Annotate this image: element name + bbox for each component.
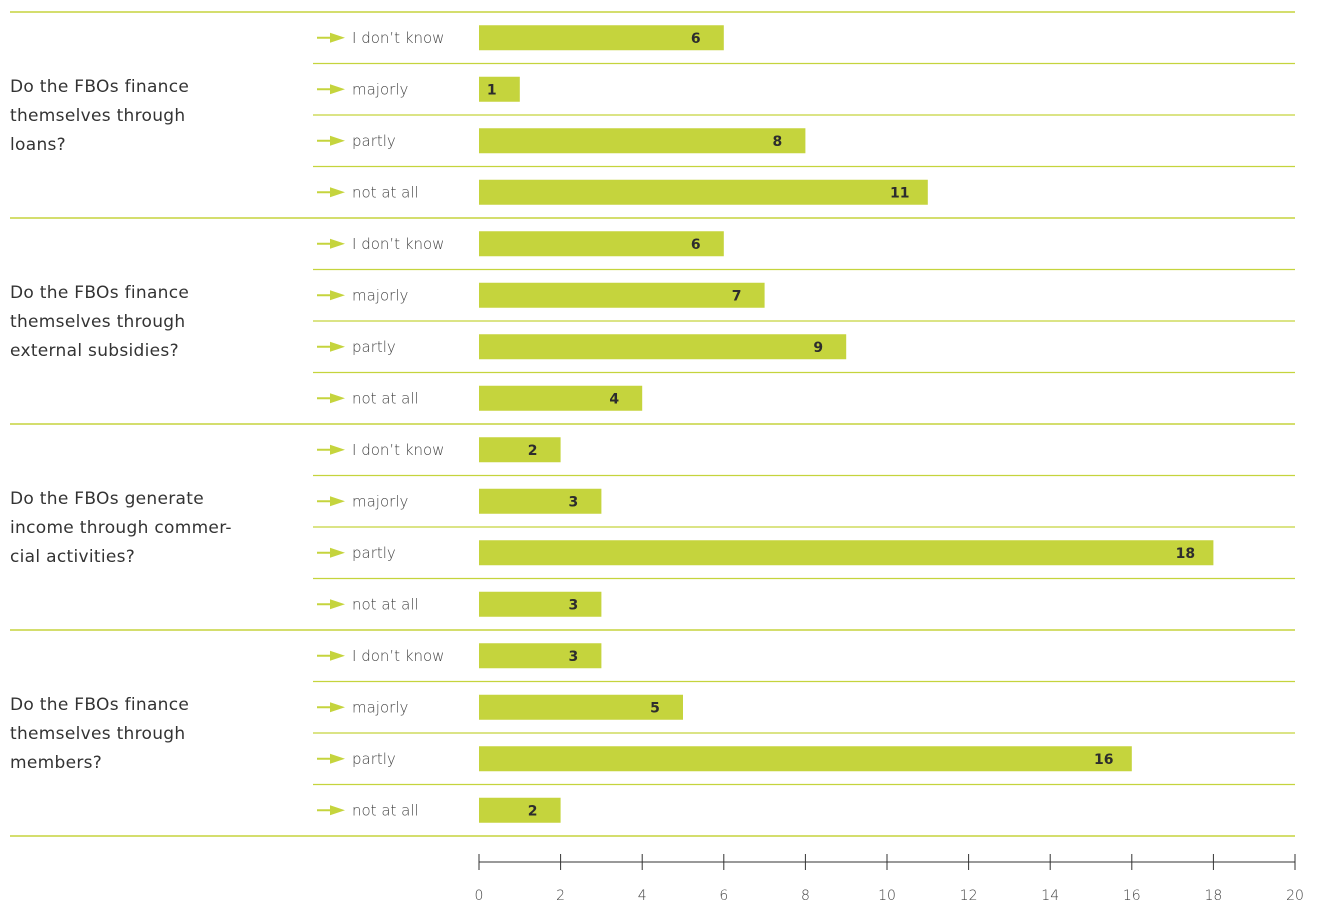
arrow-icon <box>330 805 345 816</box>
question-label: Do the FBOs finance <box>10 77 189 97</box>
bar <box>479 128 806 154</box>
arrow-icon <box>330 547 345 558</box>
category-label: partly <box>352 132 396 150</box>
data-label: 1 <box>487 82 497 98</box>
data-label: 11 <box>890 185 909 201</box>
bar <box>479 591 602 617</box>
bar <box>479 746 1132 772</box>
arrow-icon <box>330 341 345 352</box>
question-label: external subsidies? <box>10 341 179 361</box>
x-tick-label: 8 <box>801 888 810 904</box>
category-label: I don’t know <box>352 29 444 47</box>
arrow-icon <box>330 599 345 610</box>
question-label: themselves through <box>10 312 185 332</box>
arrow-icon <box>330 393 345 404</box>
question-label: themselves through <box>10 106 185 126</box>
x-tick-label: 16 <box>1123 888 1141 904</box>
data-label: 2 <box>528 803 538 819</box>
x-tick-label: 14 <box>1041 888 1059 904</box>
bar <box>479 282 765 308</box>
data-label: 5 <box>650 700 660 716</box>
arrow-icon <box>330 238 345 249</box>
data-label: 3 <box>569 494 579 510</box>
bar <box>479 797 561 823</box>
bar <box>479 488 602 514</box>
data-label: 4 <box>609 391 619 407</box>
arrow-icon <box>330 444 345 455</box>
category-label: not at all <box>352 801 419 819</box>
data-label: 8 <box>773 134 783 150</box>
arrow-icon <box>330 290 345 301</box>
bar <box>479 334 847 360</box>
bar <box>479 643 602 669</box>
arrow-icon <box>330 753 345 764</box>
x-tick-label: 4 <box>638 888 647 904</box>
bar <box>479 76 520 102</box>
question-label: income through commer- <box>10 518 232 538</box>
bar <box>479 437 561 463</box>
data-label: 6 <box>691 237 701 253</box>
category-label: I don’t know <box>352 441 444 459</box>
category-label: not at all <box>352 595 419 613</box>
data-label: 7 <box>732 288 742 304</box>
arrow-icon <box>330 84 345 95</box>
category-label: partly <box>352 750 396 768</box>
data-label: 3 <box>569 597 579 613</box>
arrow-icon <box>330 135 345 146</box>
question-label: loans? <box>10 135 66 155</box>
question-label: cial activities? <box>10 547 135 567</box>
category-label: majorly <box>352 286 408 304</box>
x-tick-label: 18 <box>1204 888 1222 904</box>
arrow-icon <box>330 702 345 713</box>
x-tick-label: 10 <box>878 888 896 904</box>
category-label: partly <box>352 338 396 356</box>
bar <box>479 179 928 205</box>
arrow-icon <box>330 650 345 661</box>
arrow-icon <box>330 32 345 43</box>
category-label: majorly <box>352 698 408 716</box>
data-label: 6 <box>691 31 701 47</box>
question-label: members? <box>10 753 102 773</box>
bar <box>479 385 643 411</box>
category-label: majorly <box>352 80 408 98</box>
question-label: Do the FBOs generate <box>10 489 204 509</box>
question-label: themselves through <box>10 724 185 744</box>
category-label: partly <box>352 544 396 562</box>
bar <box>479 540 1214 566</box>
arrow-icon <box>330 187 345 198</box>
x-tick-label: 20 <box>1286 888 1304 904</box>
x-tick-label: 6 <box>719 888 728 904</box>
bar <box>479 231 724 257</box>
data-label: 16 <box>1094 752 1113 768</box>
data-label: 18 <box>1176 546 1195 562</box>
data-label: 9 <box>813 340 823 356</box>
question-label: Do the FBOs finance <box>10 283 189 303</box>
category-label: not at all <box>352 389 419 407</box>
arrow-icon <box>330 496 345 507</box>
x-tick-label: 0 <box>475 888 484 904</box>
data-label: 3 <box>569 649 579 665</box>
x-tick-label: 12 <box>960 888 978 904</box>
category-label: I don’t know <box>352 235 444 253</box>
bar <box>479 694 683 720</box>
data-label: 2 <box>528 443 538 459</box>
category-label: majorly <box>352 492 408 510</box>
question-label: Do the FBOs finance <box>10 695 189 715</box>
category-label: I don’t know <box>352 647 444 665</box>
category-label: not at all <box>352 183 419 201</box>
bar <box>479 25 724 51</box>
x-tick-label: 2 <box>556 888 565 904</box>
